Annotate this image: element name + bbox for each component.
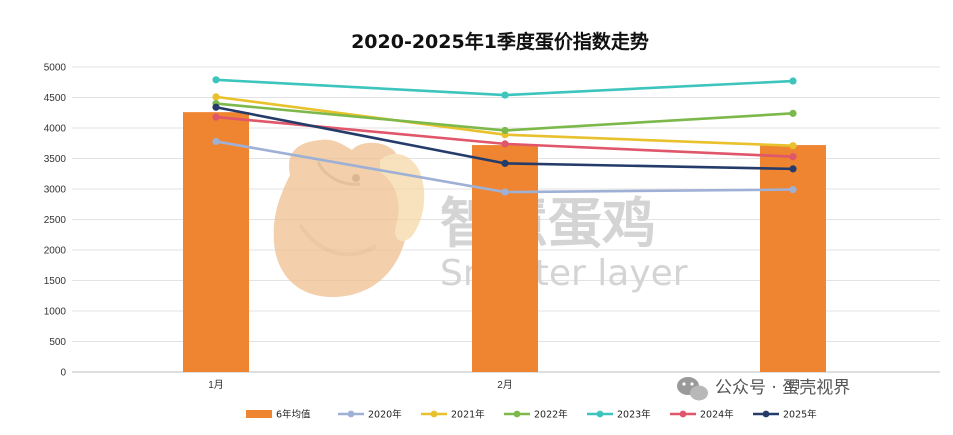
series-point <box>789 153 797 161</box>
y-tick-label: 2500 <box>44 215 67 226</box>
series-point <box>789 165 797 173</box>
x-tick-label: 2月 <box>497 379 513 391</box>
series-point <box>501 91 509 99</box>
y-tick-label: 3500 <box>44 154 67 165</box>
legend-item: 2025年 <box>753 409 817 421</box>
x-axis-ticks: 1月 2月 3月 <box>208 379 801 391</box>
series-point <box>789 77 797 85</box>
series-point <box>789 109 797 117</box>
y-tick-label: 5000 <box>44 63 67 74</box>
y-tick-label: 1500 <box>44 276 67 287</box>
legend-label: 2021年 <box>451 409 485 421</box>
series-point <box>501 188 509 196</box>
legend-item: 6年均值 <box>246 409 311 421</box>
series-point <box>789 142 797 150</box>
series-line-0 <box>212 137 797 196</box>
series-point <box>789 186 797 194</box>
legend-label: 2023年 <box>617 409 651 421</box>
bar-6yr-avg <box>472 145 538 372</box>
bar-6yr-avg <box>760 145 826 372</box>
legend-item: 2023年 <box>587 409 651 421</box>
legend-item: 2022年 <box>504 409 568 421</box>
series-line-2 <box>212 100 797 135</box>
y-tick-label: 500 <box>49 337 66 348</box>
y-tick-label: 4000 <box>44 124 67 135</box>
wechat-label: 公众号 · 蛋壳视界 <box>715 378 850 398</box>
series-point <box>212 76 220 84</box>
series-line-5 <box>212 103 797 173</box>
y-tick-label: 0 <box>60 368 66 379</box>
y-axis-ticks: 0 500 1000 1500 2000 2500 3000 3500 4000 4500 5000 <box>44 63 67 379</box>
legend-marker <box>347 410 355 418</box>
series-line-3 <box>212 76 797 99</box>
legend-label: 2022年 <box>534 409 568 421</box>
chart-title: 2020-2025年1季度蛋价指数走势 <box>351 30 649 53</box>
legend-swatch <box>246 410 272 418</box>
series-line-path <box>215 95 794 147</box>
x-tick-label: 3月 <box>785 379 801 391</box>
legend-label: 2024年 <box>700 409 734 421</box>
series-point <box>501 140 509 148</box>
y-tick-label: 1000 <box>44 307 67 318</box>
series-point <box>212 137 220 146</box>
series-point <box>501 159 509 167</box>
bar-series <box>183 112 826 372</box>
legend-marker <box>513 410 521 418</box>
legend-item: 2020年 <box>338 409 402 421</box>
line-series <box>212 76 797 196</box>
series-point <box>501 126 509 135</box>
series-line-1 <box>212 93 797 150</box>
legend-marker <box>679 410 687 418</box>
legend-label: 6年均值 <box>276 409 311 421</box>
y-tick-label: 3000 <box>44 185 67 196</box>
chick-logo-icon <box>273 139 425 298</box>
series-point <box>212 113 220 121</box>
y-tick-label: 2000 <box>44 246 67 257</box>
series-point <box>212 103 220 111</box>
legend-label: 2025年 <box>783 409 817 421</box>
legend-marker <box>596 410 604 418</box>
legend: 6年均值 2020年 2021年 2022年 2023年 2024年 2025年 <box>246 409 817 421</box>
x-tick-label: 1月 <box>208 379 224 391</box>
legend-marker <box>762 410 770 418</box>
y-tick-label: 4500 <box>44 93 67 104</box>
legend-item: 2024年 <box>670 409 734 421</box>
legend-item: 2021年 <box>421 409 485 421</box>
legend-marker <box>430 410 438 418</box>
wechat-icon <box>677 377 708 401</box>
series-point <box>212 93 220 101</box>
bar-6yr-avg <box>183 112 249 372</box>
legend-label: 2020年 <box>368 409 402 421</box>
